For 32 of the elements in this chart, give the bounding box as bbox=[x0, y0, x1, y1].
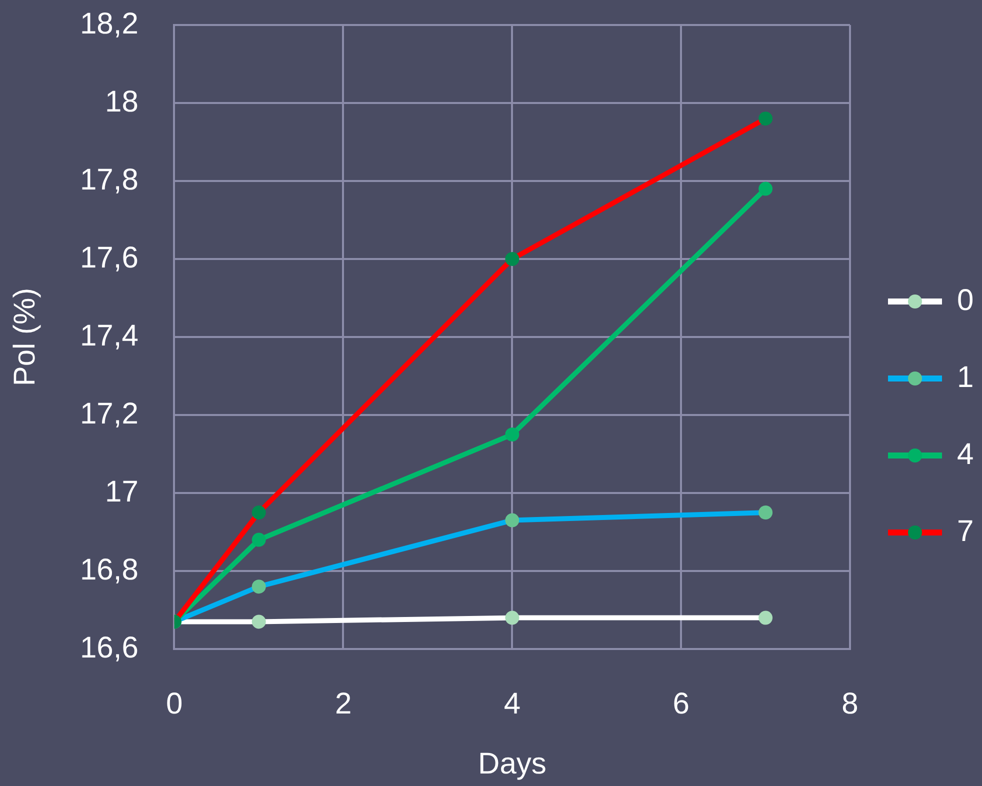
point bbox=[758, 182, 773, 196]
y-axis-title: Pol (%) bbox=[8, 288, 42, 386]
y-tick-label: 18 bbox=[105, 85, 138, 118]
point bbox=[252, 580, 266, 594]
point bbox=[252, 506, 266, 520]
x-tick-label: 8 bbox=[842, 687, 858, 720]
legend-label: 7 bbox=[957, 514, 974, 548]
point bbox=[252, 614, 266, 629]
point bbox=[505, 610, 520, 625]
point bbox=[758, 610, 773, 625]
legend-label: 1 bbox=[957, 360, 974, 394]
y-tick-label: 17 bbox=[105, 475, 138, 508]
x-tick-label: 2 bbox=[334, 687, 352, 720]
x-axis-title: Days bbox=[478, 747, 546, 780]
y-tick-label: 17,4 bbox=[80, 319, 138, 352]
point bbox=[252, 532, 266, 547]
x-tick-label: 6 bbox=[672, 687, 690, 720]
y-tick-label: 16,6 bbox=[80, 631, 138, 664]
point bbox=[505, 513, 520, 528]
y-tick-label: 17,8 bbox=[80, 163, 138, 196]
point bbox=[505, 428, 520, 442]
point bbox=[758, 506, 773, 520]
legend-label: 4 bbox=[957, 438, 974, 471]
point bbox=[758, 112, 773, 126]
y-tick-label: 18,2 bbox=[80, 7, 138, 40]
y-tick-label: 17,2 bbox=[80, 397, 138, 430]
point bbox=[505, 252, 520, 266]
y-tick-label: 16,8 bbox=[80, 553, 138, 586]
x-tick-label: 0 bbox=[166, 687, 183, 720]
x-tick-label: 4 bbox=[504, 687, 521, 720]
y-tick-label: 17,6 bbox=[80, 241, 138, 274]
legend-label: 0 bbox=[957, 284, 974, 317]
